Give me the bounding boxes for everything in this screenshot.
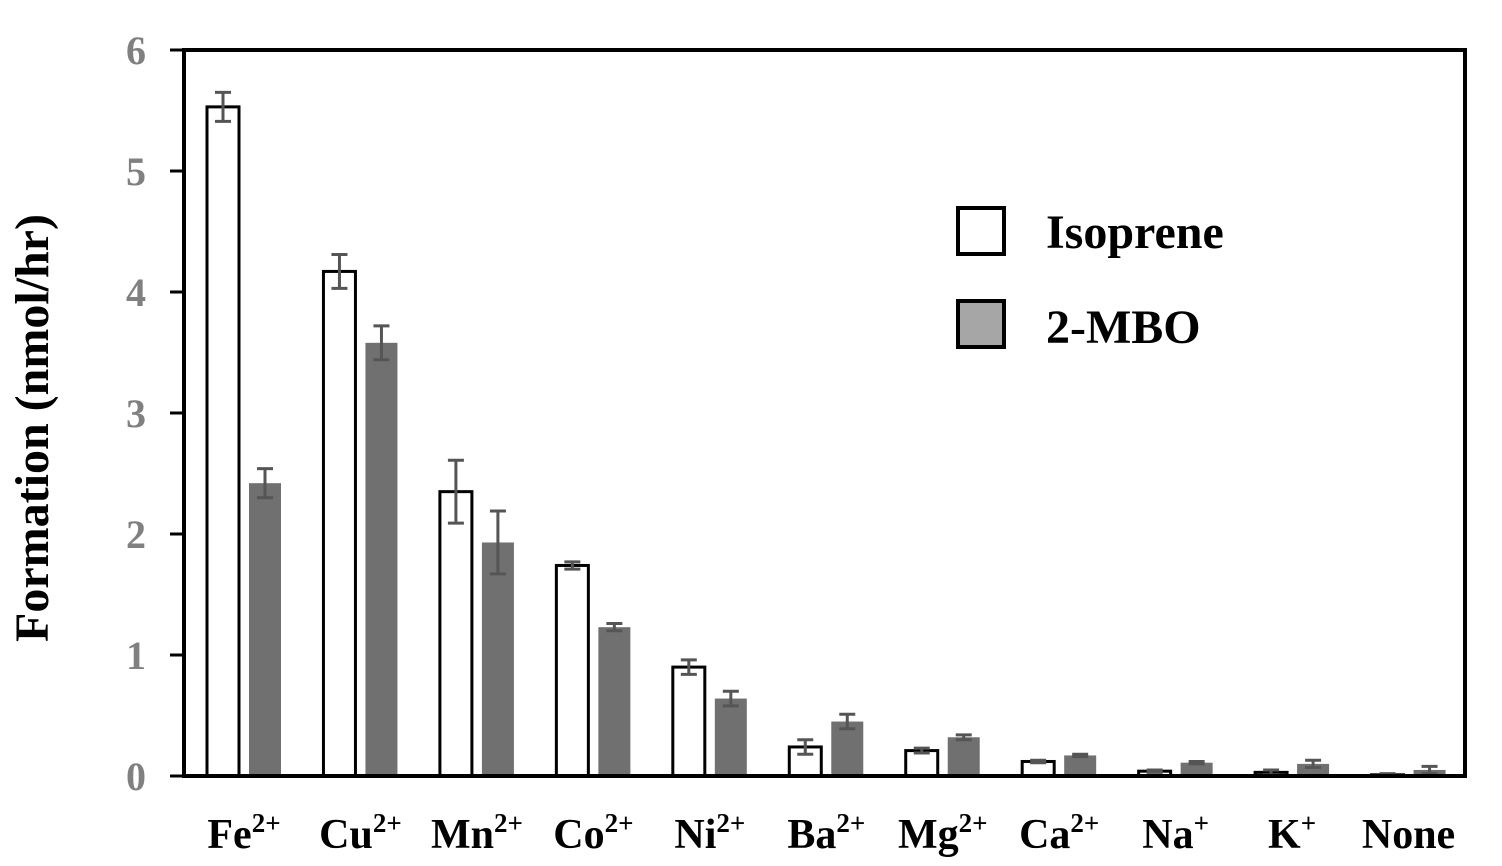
y-tick-label: 5: [126, 149, 146, 194]
bar-2-mbo: [249, 483, 281, 776]
error-bar-2-mbo: [955, 733, 972, 742]
x-tick-label: Ca2+: [1019, 808, 1099, 858]
bar-isoprene: [671, 665, 707, 778]
error-bar-2-mbo: [257, 467, 273, 500]
error-bar-isoprene: [797, 738, 814, 756]
bar-2-mbo: [365, 342, 398, 776]
x-tick-label: Fe2+: [207, 808, 280, 858]
x-tick-label: K+: [1268, 808, 1316, 858]
error-bar-isoprene: [331, 252, 348, 290]
error-bar-2-mbo: [1421, 764, 1438, 776]
error-bar-2-mbo: [1072, 752, 1089, 759]
legend: Isoprene 2-MBO: [956, 206, 1224, 354]
x-tick-label: Cu2+: [319, 808, 402, 858]
y-axis: 0 1 2 3 4 5 6: [126, 28, 184, 799]
bar-2-mbo: [481, 542, 514, 776]
y-tick-label: 1: [126, 633, 146, 678]
legend-swatch-2-mbo: [956, 299, 1006, 349]
bar-2-mbo: [831, 721, 864, 776]
plot-frame: [182, 48, 1467, 778]
x-tick-label: None: [1362, 812, 1455, 858]
legend-swatch-isoprene: [956, 206, 1006, 256]
y-tick-label: 4: [126, 270, 146, 315]
bar-isoprene: [205, 105, 241, 778]
x-tick-label: Ba2+: [787, 808, 865, 858]
y-tick-label: 6: [126, 28, 146, 73]
error-bar-isoprene: [1146, 768, 1163, 774]
bar-isoprene: [438, 490, 474, 778]
error-bar-isoprene: [913, 746, 930, 755]
bar-2-mbo: [947, 737, 980, 776]
x-tick-label: Mg2+: [898, 808, 988, 858]
error-bar-isoprene: [564, 560, 581, 571]
legend-label-2-mbo: 2-MBO: [1046, 301, 1201, 354]
bar-isoprene: [321, 269, 357, 778]
bar-2-mbo: [714, 698, 747, 776]
x-tick-label: Na+: [1142, 808, 1209, 858]
error-bar-2-mbo: [722, 689, 739, 708]
bar-2-mbo: [598, 627, 631, 776]
bar-2-mbo: [1064, 755, 1097, 776]
error-bar-2-mbo: [1188, 759, 1205, 766]
y-axis-title: Formation (nmol/hr): [6, 214, 59, 642]
x-tick-label: Mn2+: [431, 808, 523, 858]
error-bar-2-mbo: [606, 622, 623, 633]
bar-isoprene: [554, 563, 590, 778]
error-bar-isoprene: [447, 458, 464, 525]
x-tick-label: Ni2+: [674, 808, 745, 858]
error-bar-2-mbo: [373, 324, 390, 362]
error-bar-2-mbo: [1305, 758, 1322, 770]
error-bar-isoprene: [1030, 758, 1047, 765]
error-bar-2-mbo: [489, 509, 506, 576]
bars: [205, 90, 1446, 778]
error-bar-2-mbo: [839, 712, 856, 731]
y-tick-label: 2: [126, 512, 146, 557]
error-bar-isoprene: [215, 90, 231, 123]
x-tick-label: Co2+: [553, 808, 633, 858]
error-bar-isoprene: [680, 658, 697, 676]
y-tick-label: 3: [126, 391, 146, 436]
legend-label-isoprene: Isoprene: [1046, 206, 1224, 259]
bar-2-mbo: [1180, 762, 1213, 776]
x-axis: Fe2+ Cu2+ Mn2+ Co2+ Ni2+ Ba2+ Mg2+ Ca2+ Na+ K+ Non…: [207, 808, 1455, 858]
y-tick-label: 0: [126, 754, 146, 799]
